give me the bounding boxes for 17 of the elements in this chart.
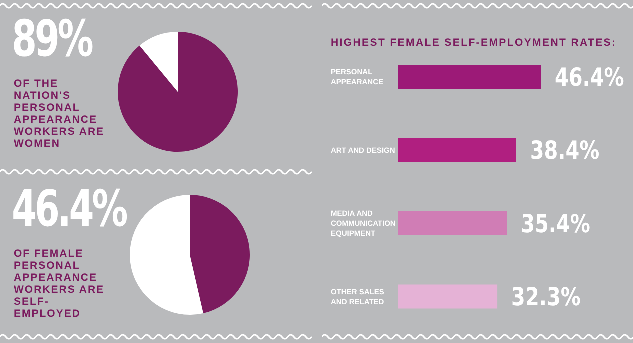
chart-title: 46.4%: [12, 180, 126, 238]
chart-title: 89%: [12, 10, 92, 68]
pie-slice: [118, 32, 238, 152]
chart-title: HIGHEST FEMALE SELF-EMPLOYMENT RATES:: [331, 37, 617, 49]
bar: [398, 212, 508, 236]
pie-slice: [130, 195, 204, 315]
pie-slice: [140, 32, 178, 92]
data-label: 46.4%: [555, 64, 624, 93]
text: OF THE NATION'S PERSONAL APPEARANCE WORKERS ARE WOMEN: [14, 78, 106, 150]
data-label: 32.3%: [512, 284, 581, 312]
text: OF FEMALE PERSONAL APPEARANCE WORKERS ARE SELF-EMPLOYED: [14, 248, 106, 320]
bar: [398, 138, 516, 162]
bar: [398, 284, 498, 309]
pie-slice: [190, 195, 250, 314]
data-label: 35.4%: [521, 210, 590, 240]
bar: [398, 65, 541, 89]
data-label: 38.4%: [530, 137, 600, 166]
